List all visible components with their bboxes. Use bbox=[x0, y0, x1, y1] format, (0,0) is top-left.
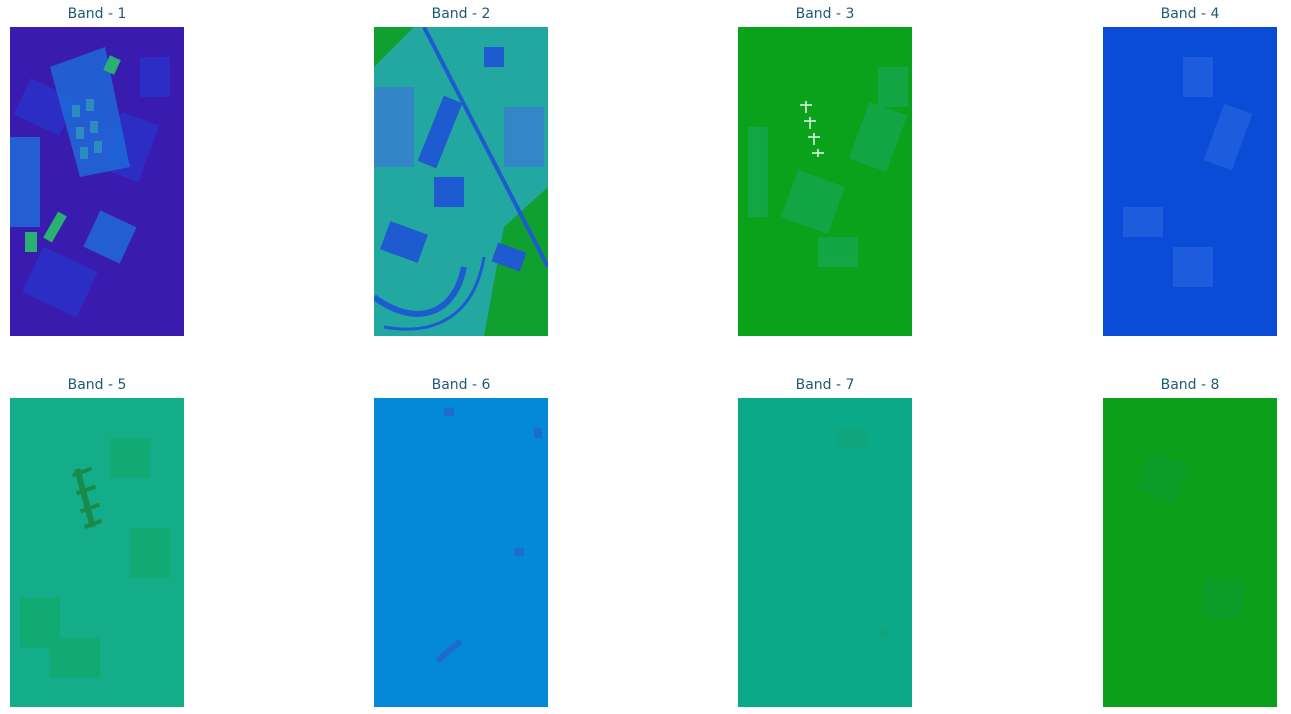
band-5-panel: Band - 5 bbox=[10, 377, 184, 707]
band-4-title: Band - 4 bbox=[1160, 6, 1220, 22]
band-7-title: Band - 7 bbox=[795, 377, 855, 393]
band-8-title: Band - 8 bbox=[1160, 377, 1220, 393]
band-7-panel: Band - 7 bbox=[738, 377, 912, 707]
band-4-image bbox=[1103, 27, 1277, 336]
band-8-image bbox=[1103, 398, 1277, 707]
band-7-image bbox=[738, 398, 912, 707]
band-6-panel: Band - 6 bbox=[374, 377, 548, 707]
band-5-title: Band - 5 bbox=[67, 377, 127, 393]
band-2-title: Band - 2 bbox=[431, 6, 491, 22]
band-3-panel: Band - 3 bbox=[738, 6, 912, 336]
band-1-title: Band - 1 bbox=[67, 6, 127, 22]
band-4-panel: Band - 4 bbox=[1103, 6, 1277, 336]
band-1-image bbox=[10, 27, 184, 336]
band-2-image bbox=[374, 27, 548, 336]
band-3-image bbox=[738, 27, 912, 336]
band-8-panel: Band - 8 bbox=[1103, 377, 1277, 707]
band-5-image bbox=[10, 398, 184, 707]
band-6-title: Band - 6 bbox=[431, 377, 491, 393]
band-2-panel: Band - 2 bbox=[374, 6, 548, 336]
band-1-panel: Band - 1 bbox=[10, 6, 184, 336]
band-3-title: Band - 3 bbox=[795, 6, 855, 22]
band-6-image bbox=[374, 398, 548, 707]
